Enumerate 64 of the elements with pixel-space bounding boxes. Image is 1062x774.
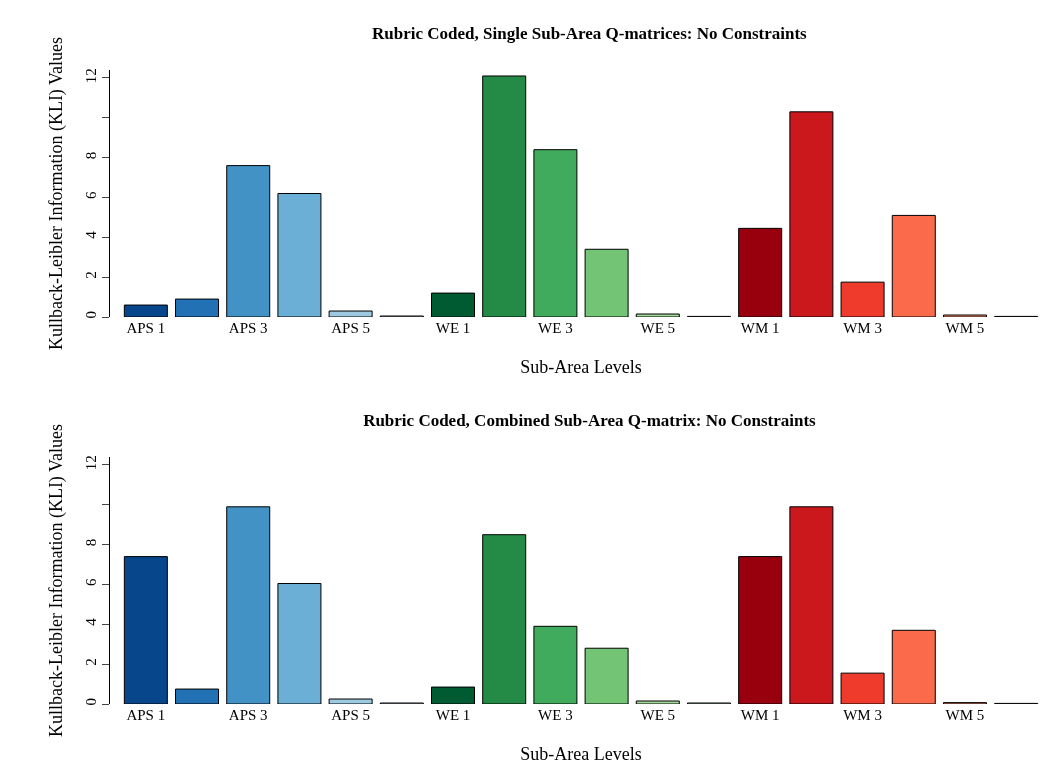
y-tick-label: 12 <box>83 68 99 84</box>
y-tick-label: 4 <box>83 230 99 239</box>
x-tick-label: APS 1 <box>126 707 166 723</box>
y-tick-label: 2 <box>83 271 99 279</box>
y-tick-label: 2 <box>83 658 99 666</box>
x-tick-label: WE 5 <box>640 707 676 723</box>
bar <box>891 629 936 704</box>
x-tick-label: WM 1 <box>740 707 780 723</box>
x-tick-label: APS 3 <box>228 320 268 336</box>
y-tick-label: 0 <box>83 311 99 319</box>
bar <box>635 313 680 317</box>
bar <box>840 672 885 704</box>
y-axis-title: Kullback-Leibler Information (KLI) Values <box>46 36 68 351</box>
y-tick-label: 8 <box>83 538 99 547</box>
bar <box>277 193 322 317</box>
bar <box>226 506 271 704</box>
x-tick-label: APS 5 <box>331 707 371 723</box>
x-tick-label: WE 1 <box>435 320 471 336</box>
bar <box>277 582 322 704</box>
bar <box>738 227 783 317</box>
y-tick-label: 8 <box>83 151 99 160</box>
y-axis-title: Kullback-Leibler Information (KLI) Values <box>46 423 68 738</box>
bar <box>533 625 578 704</box>
bar <box>175 688 220 704</box>
bar <box>482 534 527 704</box>
bar <box>840 281 885 317</box>
bar <box>123 304 168 317</box>
x-tick-label: APS 3 <box>228 707 268 723</box>
y-tick-label: 6 <box>83 577 99 586</box>
x-tick-label: APS 1 <box>126 320 166 336</box>
x-axis-title: Sub-Area Levels <box>520 357 642 378</box>
bar <box>789 506 834 704</box>
x-tick-label: WM 1 <box>740 320 780 336</box>
bar <box>328 698 373 704</box>
bar <box>431 686 476 704</box>
y-tick-label: 0 <box>83 698 99 706</box>
x-tick-label: WM 3 <box>843 320 882 336</box>
x-axis-title: Sub-Area Levels <box>520 744 642 765</box>
x-tick-label: WE 3 <box>538 320 573 336</box>
x-tick-label: WM 5 <box>945 320 985 336</box>
bar <box>123 556 168 704</box>
x-tick-label: WM 5 <box>945 707 985 723</box>
bar <box>328 310 373 317</box>
x-tick-label: APS 5 <box>331 320 371 336</box>
bar <box>533 149 578 317</box>
bar <box>635 700 680 704</box>
x-tick-label: WE 5 <box>640 320 676 336</box>
bar <box>431 292 476 317</box>
bar <box>584 647 629 704</box>
bar <box>789 111 834 317</box>
bar <box>584 248 629 317</box>
bar <box>891 214 936 317</box>
chart-title: Rubric Coded, Combined Sub-Area Q-matrix: No Constraints <box>363 410 817 430</box>
y-tick-label: 6 <box>83 190 99 199</box>
x-tick-label: WE 3 <box>538 707 573 723</box>
chart-title: Rubric Coded, Single Sub-Area Q-matrices: No Constraints <box>372 23 808 43</box>
x-tick-label: WE 1 <box>435 707 471 723</box>
bar <box>175 298 220 317</box>
bar <box>738 556 783 704</box>
y-tick-label: 12 <box>83 455 99 471</box>
x-tick-label: WM 3 <box>843 707 882 723</box>
bar <box>226 165 271 317</box>
bar <box>482 75 527 317</box>
y-tick-label: 4 <box>83 617 99 626</box>
